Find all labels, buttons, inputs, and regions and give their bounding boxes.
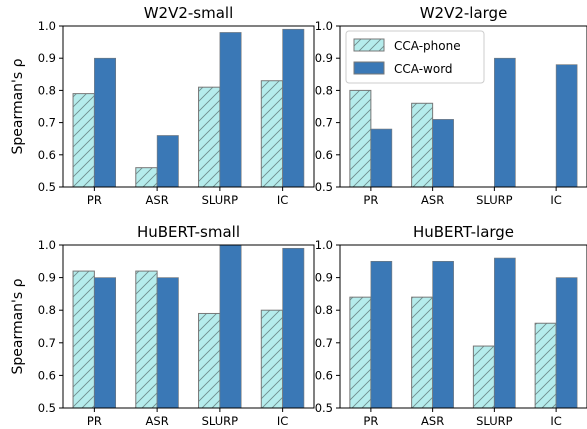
plot-frame xyxy=(339,25,587,188)
bar-cca-phone xyxy=(349,89,372,188)
bar-cca-word xyxy=(370,128,393,188)
chart-panel: HuBERT-large 0.5 0.6 0.7 0.8 0.9 1.0 PR ASR SLURP… xyxy=(315,223,587,428)
y-tick-label: 1.0 xyxy=(315,19,333,33)
plot-frame xyxy=(62,244,315,409)
bar-cca-word xyxy=(494,57,516,188)
y-tick-label: 1.0 xyxy=(38,19,56,33)
y-tick-label: 0.8 xyxy=(315,83,333,97)
bar-cca-word xyxy=(219,32,242,188)
y-tick-label: 0.7 xyxy=(38,336,56,350)
x-tick-label: SLURP xyxy=(202,193,239,207)
bar-cca-phone xyxy=(135,167,158,188)
bar-cca-phone xyxy=(411,102,434,188)
bar-cca-word xyxy=(432,260,454,409)
y-tick-label: 0.6 xyxy=(38,368,56,382)
bar-cca-word xyxy=(432,119,454,188)
chart-title: W2V2-large xyxy=(420,4,508,22)
bar-cca-word xyxy=(282,28,305,188)
plot-frame xyxy=(62,25,315,188)
y-tick-label: 1.0 xyxy=(38,238,56,252)
x-tick-label: IC xyxy=(550,193,561,207)
x-tick-label: ASR xyxy=(421,193,444,207)
bar-cca-word xyxy=(555,64,578,188)
bar-cca-word xyxy=(156,277,179,409)
bar-cca-phone xyxy=(349,296,372,409)
y-tick-label: 0.6 xyxy=(315,148,333,162)
bar-cca-phone xyxy=(72,270,95,409)
y-tick-label: 0.5 xyxy=(38,180,56,194)
y-axis-label: Spearman's ρ xyxy=(10,58,26,154)
chart-title: HuBERT-small xyxy=(137,223,240,241)
y-tick-label: 0.7 xyxy=(315,116,333,130)
y-tick-label: 0.5 xyxy=(315,401,333,415)
x-tick-label: SLURP xyxy=(202,414,239,428)
bar-cca-phone xyxy=(135,270,158,409)
x-tick-label: IC xyxy=(550,414,561,428)
x-tick-label: IC xyxy=(277,414,288,428)
bar-cca-phone xyxy=(72,93,95,188)
y-tick-label: 0.9 xyxy=(38,51,56,65)
x-tick-label: IC xyxy=(277,193,288,207)
chart-title: W2V2-small xyxy=(144,4,234,22)
y-tick-label: 0.8 xyxy=(315,303,333,317)
y-tick-label: 0.9 xyxy=(315,271,333,285)
bar-cca-phone xyxy=(534,322,557,409)
y-axis-label: Spearman's ρ xyxy=(10,278,26,374)
chart-title: HuBERT-large xyxy=(413,223,514,241)
y-tick-label: 0.7 xyxy=(315,336,333,350)
y-tick-label: 0.5 xyxy=(315,180,333,194)
bar-cca-phone xyxy=(198,86,221,188)
bar-cca-word xyxy=(555,277,578,409)
x-tick-label: PR xyxy=(87,193,102,207)
x-tick-label: SLURP xyxy=(476,414,513,428)
y-tick-label: 0.9 xyxy=(315,51,333,65)
chart-panel: W2V2-large 0.5 0.6 0.7 0.8 0.9 1.0 PR ASR SLURP IC xyxy=(315,4,587,207)
plot-frame xyxy=(339,244,587,409)
bar-cca-phone xyxy=(198,312,221,409)
bar-cca-word xyxy=(494,257,516,409)
x-tick-label: PR xyxy=(87,414,102,428)
bar-cca-phone xyxy=(472,345,495,409)
x-tick-label: ASR xyxy=(421,414,444,428)
bar-cca-word xyxy=(282,247,305,409)
x-tick-label: ASR xyxy=(146,193,169,207)
x-tick-label: SLURP xyxy=(476,193,513,207)
y-tick-label: 0.6 xyxy=(38,148,56,162)
x-tick-label: PR xyxy=(363,193,378,207)
bar-cca-phone xyxy=(411,296,434,409)
y-tick-label: 0.5 xyxy=(38,401,56,415)
x-tick-label: PR xyxy=(363,414,378,428)
bar-cca-phone xyxy=(260,80,284,188)
chart-panel: HuBERT-small 0.5 0.6 0.7 0.8 0.9 1.0 Spearman's… xyxy=(10,223,315,428)
x-tick-label: ASR xyxy=(146,414,169,428)
bar-cca-word xyxy=(156,135,179,188)
bar-cca-word xyxy=(94,277,117,409)
y-tick-label: 0.9 xyxy=(38,271,56,285)
legend-label: CCA-word xyxy=(394,62,453,76)
bar-cca-word xyxy=(370,260,393,409)
legend-swatch xyxy=(353,38,385,52)
y-tick-label: 0.8 xyxy=(38,303,56,317)
bar-cca-phone xyxy=(260,309,284,409)
bar-cca-word xyxy=(94,57,117,188)
bar-cca-word xyxy=(219,244,242,409)
legend-swatch xyxy=(353,61,385,75)
legend: CCA-phone CCA-word xyxy=(345,30,485,84)
y-tick-label: 0.8 xyxy=(38,83,56,97)
legend-label: CCA-phone xyxy=(394,39,461,53)
y-tick-label: 0.7 xyxy=(38,116,56,130)
y-tick-label: 1.0 xyxy=(315,238,333,252)
chart-panel: W2V2-small 0.5 0.6 0.7 0.8 0.9 1.0 Spearman's ρ… xyxy=(10,4,315,207)
y-tick-label: 0.6 xyxy=(315,368,333,382)
